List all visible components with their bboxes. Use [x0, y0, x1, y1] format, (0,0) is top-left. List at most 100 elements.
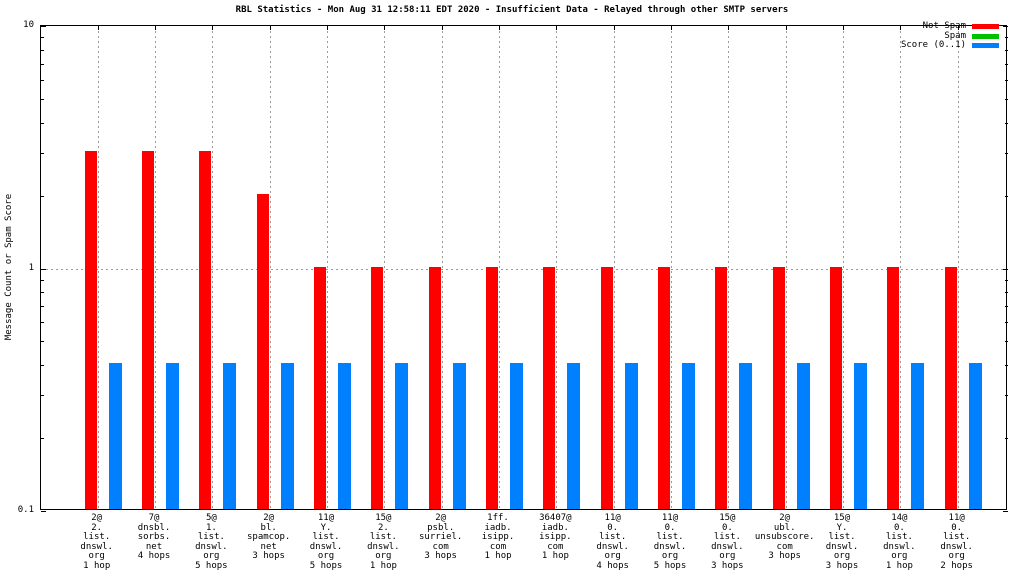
- x-tick-top: [900, 26, 902, 30]
- y-tick-minor: [41, 322, 44, 324]
- x-category-label: 2@ 2. list. dnswl. org 1 hop: [80, 513, 113, 571]
- y-tick-minor: [41, 306, 44, 308]
- gridline-vertical: [556, 26, 558, 511]
- x-category-label: 15@ Y. list. dnswl. org 3 hops: [825, 513, 859, 571]
- y-tick-minor: [1005, 438, 1008, 439]
- bar-score-0-1-: [280, 363, 294, 509]
- y-tick-minor: [1005, 365, 1008, 366]
- y-tick-minor: [41, 365, 44, 366]
- bar-not-spam: [772, 266, 785, 509]
- x-tick-top: [785, 26, 787, 30]
- x-category-label: 11@ 0. list. dnswl. org 5 hops: [653, 513, 687, 571]
- bar-not-spam: [314, 266, 327, 509]
- x-tick-top: [212, 26, 214, 30]
- gridline-vertical: [499, 26, 501, 511]
- x-tick-top: [269, 26, 271, 30]
- bar-not-spam: [84, 150, 97, 509]
- legend-swatch-spam: [972, 33, 999, 39]
- y-tick-minor: [41, 195, 44, 197]
- x-category-label: 2@ ubl. unsubscore. com 3 hops: [754, 513, 815, 561]
- x-category-label: 2@ bl. spamcop. net 3 hops: [247, 513, 291, 561]
- bar-score-0-1-: [510, 363, 524, 509]
- bar-not-spam: [715, 266, 728, 509]
- bar-not-spam: [887, 266, 900, 509]
- y-tick-minor: [1005, 152, 1008, 154]
- bar-not-spam: [543, 266, 556, 509]
- y-tick-minor: [41, 438, 44, 439]
- bar-score-0-1-: [739, 363, 753, 509]
- bar-score-0-1-: [166, 363, 180, 509]
- bar-not-spam: [600, 266, 613, 509]
- y-tick-major: [1003, 26, 1008, 27]
- x-tick-top: [728, 26, 730, 30]
- x-tick-top: [957, 26, 959, 30]
- x-category-label: 5@ 1. list. dnswl. org 5 hops: [195, 513, 228, 571]
- y-tick-label: 0.1: [17, 505, 34, 515]
- legend: Not Spam Spam Score (0..1): [901, 22, 999, 51]
- y-tick-minor: [1005, 195, 1008, 197]
- gridline-vertical: [441, 26, 443, 511]
- x-tick-top: [556, 26, 558, 30]
- x-category-label: 11@ 0. list. dnswl. org 2 hops: [940, 513, 973, 571]
- gridline-vertical: [671, 26, 673, 511]
- x-tick-top: [97, 26, 99, 30]
- gridline-vertical: [843, 26, 845, 511]
- y-tick-major: [41, 511, 46, 512]
- y-tick-minor: [1005, 49, 1008, 51]
- x-category-label: 14@ 0. list. dnswl. org 1 hop: [883, 513, 916, 571]
- y-tick-minor: [41, 98, 44, 100]
- y-tick-minor: [1005, 306, 1008, 308]
- legend-item: Score (0..1): [901, 41, 999, 51]
- gridline-vertical: [97, 26, 99, 511]
- x-category-label: 36407@ iadb. isipp. com 1 hop: [539, 513, 572, 561]
- bar-score-0-1-: [108, 363, 122, 509]
- legend-swatch-not-spam: [972, 24, 999, 30]
- bar-score-0-1-: [567, 363, 581, 509]
- y-tick-minor: [41, 63, 44, 65]
- chart-title: RBL Statistics - Mon Aug 31 12:58:11 EDT…: [235, 5, 789, 15]
- bar-score-0-1-: [911, 363, 925, 509]
- bar-score-0-1-: [223, 363, 237, 509]
- x-category-label: 15@ 0. list. dnswl. org 3 hops: [711, 513, 744, 571]
- legend-label: Spam: [944, 30, 966, 41]
- bar-not-spam: [830, 266, 843, 509]
- y-tick-major: [1003, 511, 1008, 512]
- y-tick-minor: [41, 37, 44, 39]
- x-category-label: 2@ psbl. surriel. com 3 hops: [419, 513, 463, 561]
- y-tick-major: [1003, 268, 1008, 270]
- y-tick-minor: [41, 395, 44, 397]
- y-tick-minor: [41, 152, 44, 154]
- gridline-vertical: [728, 26, 730, 511]
- bar-not-spam: [371, 266, 384, 509]
- bar-score-0-1-: [796, 363, 810, 509]
- gridline-vertical: [327, 26, 329, 511]
- bar-not-spam: [486, 266, 499, 509]
- y-tick-minor: [41, 279, 44, 281]
- bar-not-spam: [256, 193, 269, 509]
- bar-not-spam: [142, 150, 155, 509]
- y-tick-minor: [1005, 63, 1008, 65]
- bar-score-0-1-: [452, 363, 466, 509]
- y-tick-minor: [41, 122, 44, 124]
- bar-score-0-1-: [682, 363, 696, 509]
- y-tick-label: 1: [28, 262, 34, 273]
- y-tick-minor: [1005, 79, 1008, 81]
- gridline-vertical: [900, 26, 902, 511]
- y-tick-minor: [1005, 122, 1008, 124]
- x-tick-top: [327, 26, 329, 30]
- y-tick-label: 10: [23, 20, 34, 30]
- bar-not-spam: [428, 266, 441, 509]
- bar-not-spam: [658, 266, 671, 509]
- bar-score-0-1-: [968, 363, 982, 509]
- x-tick-top: [671, 26, 673, 30]
- y-tick-minor: [1005, 37, 1008, 39]
- x-tick-top: [613, 26, 615, 30]
- bar-not-spam: [944, 266, 957, 509]
- gridline-vertical: [155, 26, 157, 511]
- bar-score-0-1-: [624, 363, 638, 509]
- y-tick-minor: [41, 341, 44, 343]
- x-category-label: 7@ dnsbl. sorbs. net 4 hops: [137, 513, 171, 561]
- x-category-label: 15@ 2. list. dnswl. org 1 hop: [367, 513, 400, 571]
- x-tick-top: [499, 26, 501, 30]
